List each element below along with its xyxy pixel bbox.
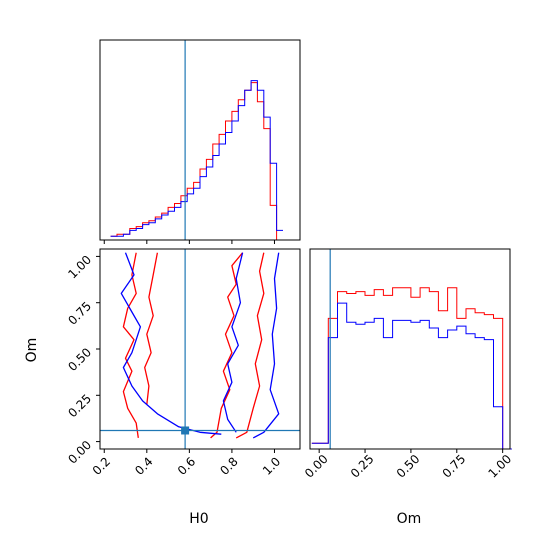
- x-tick-label: 0.00: [302, 452, 331, 481]
- x-tick-label: 0.2: [90, 454, 113, 477]
- contour-red: [210, 252, 244, 439]
- H0-Om-contour-panel: 0.2 0.4 0.6 0.8 1.0 0.00 0.25 0.50 0.75 1.00: [65, 248, 301, 478]
- histogram-line-red: [311, 287, 512, 450]
- contour-red: [235, 252, 265, 439]
- histogram-line-blue: [311, 302, 512, 450]
- contour-lines: [120, 252, 280, 439]
- contour-blue: [120, 252, 222, 435]
- contour-blue: [222, 252, 244, 433]
- x-tick-label: 0.4: [132, 454, 155, 477]
- y-tick-label: 0.50: [65, 345, 94, 374]
- x-tick-label: 0.75: [440, 452, 469, 481]
- contour-red: [144, 252, 159, 405]
- x-tick-label: 1.00: [485, 452, 514, 481]
- Om-histogram-panel: 0.00 0.25 0.50 0.75 1.00: [302, 248, 514, 481]
- x-tick-label: 0.50: [394, 452, 423, 481]
- x-axis-title-H0: H0: [189, 511, 208, 527]
- H0-histogram-panel: [99, 39, 301, 244]
- y-tick-label: 1.00: [65, 253, 94, 282]
- x-axis-title-Om: Om: [397, 511, 422, 527]
- x-tick-label: 1.0: [260, 454, 283, 477]
- Om-histogram-frame: [309, 248, 511, 450]
- H0-histogram-frame: [99, 39, 301, 241]
- histogram-line-blue: [110, 80, 283, 237]
- y-tick-label: 0.25: [65, 392, 94, 421]
- x-tick-label: 0.25: [348, 452, 377, 481]
- y-axis-title-Om: Om: [24, 338, 40, 363]
- contour-red: [122, 252, 139, 438]
- x-tick-label: 0.6: [175, 454, 198, 477]
- y-tick-label: 0.00: [65, 438, 94, 467]
- contour-blue: [252, 252, 280, 439]
- y-tick-label: 0.75: [65, 299, 94, 328]
- histogram-line-red: [110, 82, 283, 241]
- truth-marker: [181, 426, 190, 435]
- x-tick-label: 0.8: [217, 454, 240, 477]
